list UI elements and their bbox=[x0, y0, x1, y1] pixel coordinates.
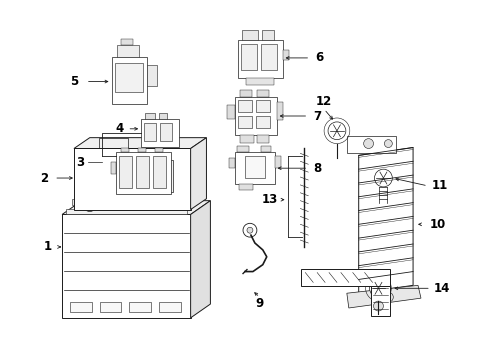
Bar bbox=[238, 100, 252, 112]
Bar bbox=[111, 162, 117, 174]
Circle shape bbox=[247, 227, 253, 233]
Bar bbox=[257, 135, 269, 143]
Bar bbox=[283, 50, 290, 60]
Bar bbox=[72, 199, 87, 204]
Circle shape bbox=[383, 292, 393, 302]
Bar bbox=[66, 208, 187, 215]
Polygon shape bbox=[347, 285, 421, 308]
Circle shape bbox=[243, 223, 257, 237]
Text: 9: 9 bbox=[256, 297, 264, 310]
Circle shape bbox=[373, 301, 383, 311]
Bar bbox=[256, 100, 270, 112]
Bar bbox=[227, 105, 235, 119]
Bar bbox=[235, 152, 275, 184]
Bar bbox=[245, 156, 265, 178]
Polygon shape bbox=[62, 201, 210, 215]
Bar bbox=[122, 39, 133, 45]
Circle shape bbox=[374, 169, 392, 187]
Text: 14: 14 bbox=[434, 282, 450, 295]
Bar bbox=[147, 65, 157, 86]
Bar bbox=[145, 113, 155, 119]
Bar bbox=[262, 30, 274, 40]
Bar bbox=[116, 63, 143, 93]
Bar bbox=[301, 269, 391, 286]
Bar bbox=[159, 302, 181, 312]
Bar bbox=[241, 44, 257, 70]
Polygon shape bbox=[191, 138, 206, 210]
Text: 10: 10 bbox=[430, 218, 446, 231]
Circle shape bbox=[328, 122, 346, 140]
Bar bbox=[159, 113, 167, 119]
Circle shape bbox=[127, 201, 135, 208]
Bar bbox=[261, 145, 270, 152]
Bar bbox=[238, 40, 283, 78]
Bar bbox=[160, 123, 172, 141]
Polygon shape bbox=[74, 138, 206, 148]
Bar bbox=[256, 116, 270, 128]
Text: 2: 2 bbox=[40, 171, 49, 185]
Bar bbox=[257, 90, 269, 97]
Bar bbox=[155, 148, 163, 152]
Bar bbox=[99, 302, 122, 312]
Circle shape bbox=[83, 198, 97, 212]
Bar bbox=[62, 215, 191, 318]
Bar bbox=[112, 57, 147, 104]
Bar bbox=[118, 45, 139, 57]
Bar bbox=[136, 156, 149, 188]
Bar bbox=[240, 90, 252, 97]
Text: 8: 8 bbox=[313, 162, 321, 175]
Text: 11: 11 bbox=[432, 179, 448, 192]
Text: 7: 7 bbox=[313, 109, 321, 122]
Text: 13: 13 bbox=[262, 193, 278, 206]
Bar bbox=[120, 156, 132, 188]
Bar bbox=[370, 286, 391, 316]
Bar bbox=[117, 152, 171, 194]
Circle shape bbox=[364, 139, 373, 148]
Circle shape bbox=[369, 279, 388, 297]
Bar bbox=[129, 302, 151, 312]
Bar bbox=[138, 148, 146, 152]
Text: 5: 5 bbox=[70, 75, 78, 88]
Polygon shape bbox=[191, 201, 210, 318]
Bar bbox=[275, 156, 281, 168]
Text: 3: 3 bbox=[76, 156, 84, 169]
Bar bbox=[122, 200, 131, 204]
Text: 12: 12 bbox=[316, 95, 332, 108]
Bar bbox=[239, 184, 253, 190]
Bar bbox=[238, 116, 252, 128]
Bar bbox=[141, 119, 179, 147]
Bar bbox=[277, 102, 283, 120]
Bar bbox=[133, 160, 173, 192]
Bar bbox=[347, 136, 396, 153]
Text: 1: 1 bbox=[43, 240, 51, 253]
Text: 4: 4 bbox=[115, 122, 123, 135]
Bar bbox=[261, 44, 277, 70]
Bar bbox=[153, 156, 166, 188]
Bar bbox=[242, 30, 258, 40]
Bar bbox=[240, 135, 254, 143]
Bar bbox=[74, 148, 191, 210]
Bar bbox=[237, 145, 249, 152]
Bar bbox=[246, 78, 274, 85]
Bar bbox=[122, 148, 129, 152]
Text: 6: 6 bbox=[315, 51, 323, 64]
Bar bbox=[144, 123, 156, 141]
Bar bbox=[235, 97, 277, 135]
Bar bbox=[229, 158, 235, 168]
Circle shape bbox=[384, 140, 392, 148]
Bar bbox=[70, 302, 92, 312]
